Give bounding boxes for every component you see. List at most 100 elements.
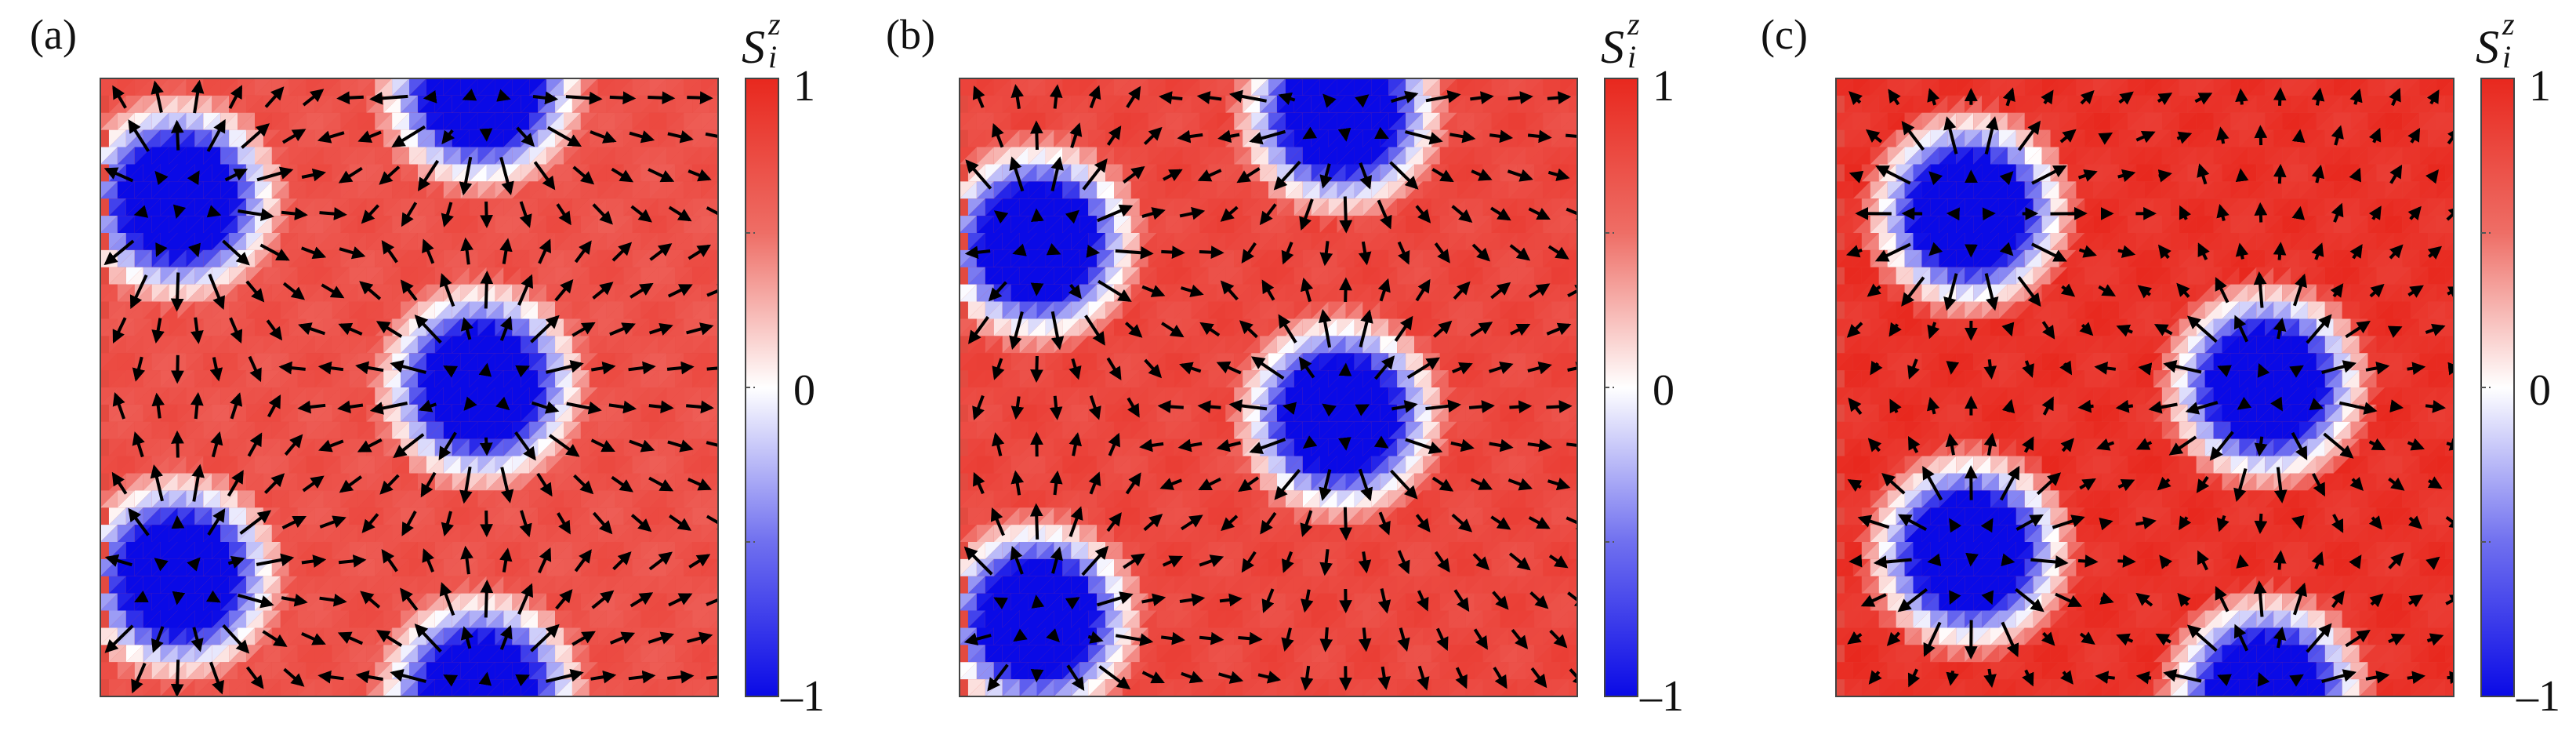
heatmap-cell (203, 456, 221, 474)
heatmap-cell (220, 181, 238, 199)
heatmap-b (960, 78, 1577, 696)
heatmap-cell (212, 301, 230, 319)
heatmap-cell (288, 353, 307, 371)
heatmap-cell (288, 421, 307, 439)
heatmap-cell (640, 267, 659, 285)
heatmap-cell (709, 482, 718, 491)
heatmap-cell (495, 593, 513, 611)
heatmap-cell (460, 112, 478, 130)
heatmap-cell (649, 147, 667, 165)
heatmap-cell (503, 336, 521, 354)
heatmap-cell (684, 593, 702, 611)
heatmap-cell (306, 456, 324, 474)
heatmap-cell (366, 576, 384, 594)
heatmap-cell (615, 284, 633, 302)
heatmap-cell (169, 318, 187, 336)
heatmap-cell (615, 147, 633, 165)
heatmap-cell (323, 112, 341, 130)
colorbar-label-a: S (742, 21, 765, 73)
heatmap-cell (615, 284, 633, 302)
heatmap-cell (546, 181, 564, 199)
heatmap-cell (701, 249, 718, 267)
heatmap-cell (255, 78, 272, 96)
heatmap-cell (134, 558, 152, 576)
heatmap-cell (263, 507, 281, 525)
heatmap-cell (564, 284, 581, 302)
heatmap-cell (580, 421, 598, 439)
heatmap-cell (271, 147, 289, 165)
heatmap-cell (366, 438, 384, 456)
heatmap-cell (564, 456, 581, 474)
heatmap-cell (521, 336, 539, 354)
heatmap-cell (684, 284, 702, 302)
heatmap-cell (675, 267, 693, 285)
heatmap-cell (649, 284, 667, 302)
heatmap-cell (640, 473, 659, 491)
heatmap-cell (134, 78, 152, 96)
heatmap-cell (597, 558, 615, 576)
heatmap-cell (288, 78, 307, 96)
heatmap-cell (220, 525, 238, 542)
heatmap-cell (597, 558, 615, 576)
heatmap-cell (529, 112, 547, 130)
heatmap-cell (538, 301, 556, 319)
heatmap-cell (194, 576, 212, 594)
heatmap-cell (521, 233, 539, 250)
heatmap-cell (203, 558, 221, 576)
heatmap-cell (571, 370, 590, 387)
heatmap-cell (323, 558, 341, 576)
heatmap-cell (495, 456, 513, 474)
heatmap-cell (255, 421, 272, 439)
heatmap-cell (220, 490, 238, 508)
heatmap-cell (203, 249, 221, 267)
heatmap-cell (615, 353, 633, 371)
heatmap-cell (521, 233, 539, 250)
heatmap-cell (469, 301, 487, 319)
heatmap-cell (477, 593, 495, 611)
panel-a: (a) S z i 1 0 –1 (30, 6, 825, 721)
heatmap-cell (401, 404, 418, 422)
heatmap-cell (580, 456, 598, 474)
heatmap-cell (615, 490, 633, 508)
heatmap-cell (306, 593, 324, 611)
heatmap-cell (220, 490, 238, 508)
heatmap-cell (503, 301, 521, 319)
heatmap-cell (477, 318, 495, 336)
heatmap-cell (426, 456, 444, 474)
heatmap-cell (452, 95, 470, 113)
heatmap-cell (675, 542, 693, 559)
heatmap-cell (186, 593, 204, 611)
heatmap-cell (177, 576, 195, 594)
heatmap-cell (606, 95, 624, 113)
heatmap-cell (186, 490, 204, 508)
heatmap-cell (495, 284, 513, 302)
heatmap-cell (125, 645, 143, 663)
heatmap-cell (477, 558, 495, 576)
heatmap-cell (151, 147, 169, 165)
heatmap-cell (417, 198, 435, 216)
heatmap-cell (220, 627, 238, 645)
heatmap-cell (649, 421, 667, 439)
heatmap-cell (443, 284, 461, 302)
heatmap-cell (186, 525, 204, 542)
heatmap-cell (340, 181, 358, 199)
heatmap-cell (177, 473, 195, 491)
heatmap-cell (220, 216, 238, 233)
heatmap-cell (546, 249, 564, 267)
heatmap-cell (580, 353, 598, 371)
heatmap-cell (684, 490, 702, 508)
heatmap-cell (332, 267, 350, 285)
heatmap-cell (580, 456, 598, 474)
heatmap-cell (452, 336, 470, 354)
heatmap-cell (684, 421, 702, 439)
heatmap-cell (564, 387, 581, 405)
heatmap-cell (220, 387, 238, 405)
heatmap-cell (649, 181, 667, 199)
heatmap-cell (263, 404, 281, 422)
heatmap-cell (469, 336, 487, 354)
heatmap-cell (675, 301, 693, 319)
heatmap-cell (709, 267, 718, 285)
heatmap-cell (151, 421, 169, 439)
heatmap-cell (401, 164, 418, 182)
heatmap-cell (366, 610, 384, 628)
